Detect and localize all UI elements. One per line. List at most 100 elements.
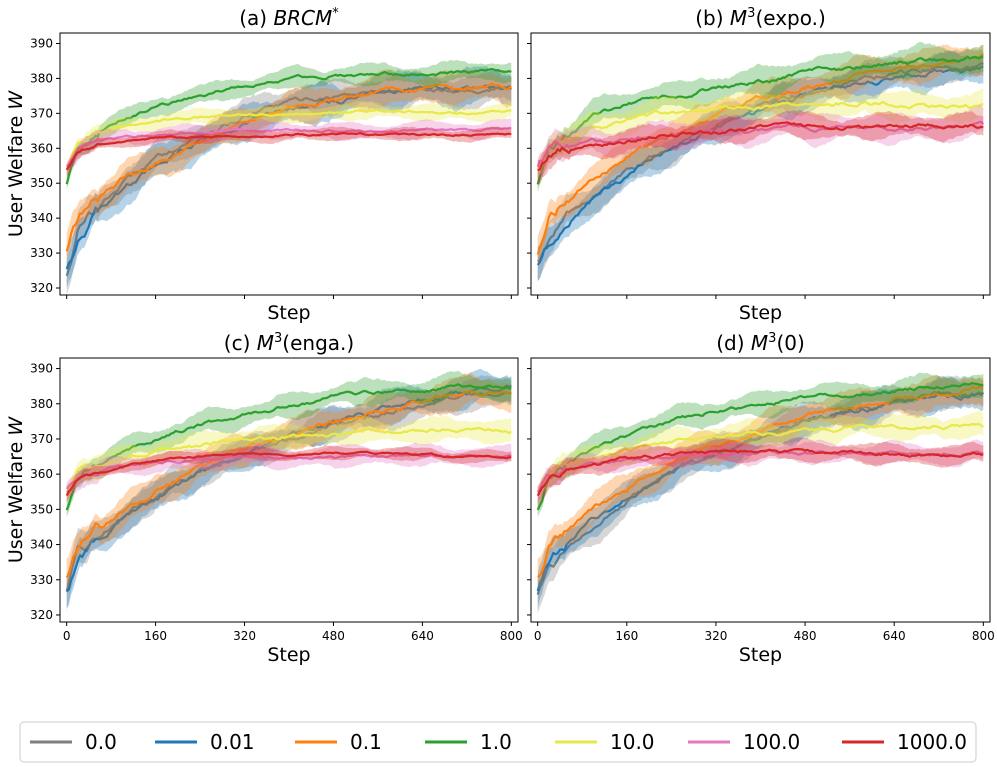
band-0.0 [537, 48, 984, 281]
panel-d: 0 160 320 480 640 800 (d) M3(0) Step [527, 331, 995, 666]
x-tick-label: 800 [500, 629, 523, 643]
legend-label: 0.1 [350, 730, 382, 754]
legend-item-1.0: 1.0 [425, 730, 512, 754]
legend-item-10.0: 10.0 [555, 730, 655, 754]
x-axis-label: Step [267, 302, 310, 324]
axes-frame [530, 357, 991, 623]
series-line-1.0 [65, 383, 512, 511]
series-line-1000.0 [65, 450, 512, 497]
y-tick-label: 370 [30, 106, 53, 120]
x-tick-label: 0 [534, 629, 542, 643]
x-tick-label: 480 [794, 629, 817, 643]
series-line-0.1 [536, 53, 984, 255]
legend-item-0.1: 0.1 [295, 730, 382, 754]
y-tick-label: 320 [30, 608, 53, 622]
plot-area [65, 59, 512, 295]
plot-area [65, 368, 512, 611]
axes-frame [530, 32, 991, 296]
band-1.0 [537, 41, 984, 193]
y-tick-label: 350 [30, 176, 53, 190]
band-1.0 [66, 370, 512, 517]
band-1000.0 [66, 445, 512, 503]
band-100.0 [537, 105, 984, 181]
y-tick-label: 360 [30, 141, 53, 155]
panel-c: 320 330 340 350 360 370 380 390 0 160 320 480 640 800… [5, 331, 523, 666]
y-axis-label: User Welfare W [5, 90, 27, 237]
x-tick-label: 800 [972, 629, 995, 643]
band-10.0 [66, 100, 512, 176]
plot-area [536, 41, 985, 282]
x-tick-label: 0 [63, 629, 71, 643]
band-0.1 [537, 44, 984, 267]
legend-label: 0.0 [85, 730, 117, 754]
band-0.0 [66, 375, 512, 611]
y-tick-label: 320 [30, 281, 53, 295]
series-line-0.01 [536, 391, 985, 592]
band-0.0 [537, 375, 984, 614]
legend-item-1000.0: 1000.0 [842, 730, 967, 754]
band-0.1 [66, 372, 512, 590]
y-tick-label: 380 [30, 71, 53, 85]
x-tick-label: 160 [615, 629, 638, 643]
band-0.1 [537, 374, 984, 590]
series-line-10.0 [536, 422, 984, 493]
series-line-10.0 [65, 426, 512, 494]
series-line-100.0 [65, 126, 512, 168]
panel-title: (c) M3(enga.) [224, 331, 354, 355]
series-line-1.0 [536, 55, 984, 185]
x-axis-label: Step [739, 302, 782, 324]
x-axis-label: Step [739, 644, 782, 666]
series-line-100.0 [536, 120, 985, 168]
band-1000.0 [537, 437, 984, 508]
x-axis-label: Step [267, 644, 310, 666]
legend-label: 10.0 [610, 730, 655, 754]
y-tick-label: 370 [30, 432, 53, 446]
series-line-10.0 [65, 108, 512, 171]
y-tick-label: 360 [30, 467, 53, 481]
panel-title: (a) BRCM* [239, 6, 339, 30]
series-line-1000.0 [536, 448, 984, 497]
series-line-0.0 [65, 391, 512, 592]
series-line-10.0 [536, 100, 984, 171]
axes-frame [59, 32, 519, 296]
x-tick-label: 640 [883, 629, 906, 643]
legend-label: 1000.0 [897, 730, 967, 754]
panel-b: (b) M3(expo.) Step [527, 6, 991, 324]
band-1000.0 [537, 110, 984, 185]
legend-item-0.0: 0.0 [30, 730, 117, 754]
series-line-0.0 [537, 62, 984, 263]
x-tick-label: 320 [233, 629, 256, 643]
legend-label: 1.0 [480, 730, 512, 754]
series-line-0.1 [65, 82, 512, 252]
axes-frame [59, 357, 519, 623]
y-tick-label: 390 [30, 36, 53, 50]
band-0.01 [537, 51, 984, 282]
band-1000.0 [66, 126, 512, 177]
series-line-1000.0 [65, 132, 512, 171]
series-line-1000.0 [537, 121, 984, 172]
y-tick-label: 330 [30, 246, 53, 260]
plot-area [536, 372, 985, 614]
legend: 0.0 0.01 0.1 1.0 10.0 100.0 1000.0 [19, 721, 977, 763]
series-line-0.01 [536, 65, 984, 266]
y-tick-label: 340 [30, 538, 53, 552]
series-line-1.0 [65, 68, 512, 185]
band-10.0 [537, 410, 984, 501]
series-line-0.01 [65, 84, 512, 270]
y-tick-label: 380 [30, 397, 53, 411]
band-0.0 [66, 70, 512, 295]
y-tick-label: 340 [30, 211, 53, 225]
band-10.0 [537, 87, 984, 180]
y-tick-label: 330 [30, 573, 53, 587]
legend-label: 0.01 [210, 730, 255, 754]
panel-title: (d) M3(0) [716, 331, 805, 355]
legend-item-100.0: 100.0 [688, 730, 800, 754]
series-line-0.1 [537, 385, 984, 578]
x-tick-label: 640 [411, 629, 434, 643]
legend-box [19, 721, 977, 763]
y-tick-label: 350 [30, 502, 53, 516]
x-tick-label: 160 [144, 629, 167, 643]
band-10.0 [66, 415, 512, 501]
y-tick-label: 390 [30, 362, 53, 376]
